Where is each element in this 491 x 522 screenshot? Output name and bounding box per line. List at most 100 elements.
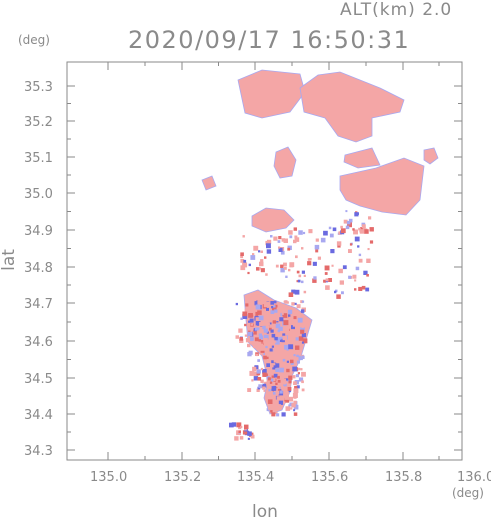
echo-cell (258, 339, 261, 342)
echo-cell (271, 375, 275, 379)
lat-unit-label: (deg) (18, 33, 50, 47)
echo-cell (283, 238, 288, 243)
echo-cell (256, 388, 260, 392)
echo-cell (315, 238, 319, 242)
echo-cell (263, 328, 268, 333)
echo-cell (340, 228, 346, 234)
echo-cell (281, 308, 284, 312)
echo-cell (290, 366, 295, 371)
echo-cell (286, 301, 289, 304)
echo-cell (253, 376, 259, 381)
echo-cell (293, 400, 297, 405)
echo-cell (294, 235, 298, 239)
echo-cell (300, 327, 305, 332)
echo-cell (251, 379, 254, 382)
echo-cell (266, 379, 271, 384)
echo-cell (286, 381, 291, 386)
echo-region (273, 146, 297, 179)
echo-cell (255, 304, 261, 310)
echo-cell (289, 402, 294, 407)
echo-cell (324, 272, 328, 275)
echo-cell (315, 249, 319, 253)
echo-cell (249, 337, 254, 342)
echo-cell (254, 371, 259, 377)
echo-cell (339, 280, 344, 285)
echo-cell (359, 229, 365, 234)
echo-cell (292, 321, 298, 327)
echo-cell (273, 365, 277, 369)
echo-cell (247, 343, 251, 348)
echo-cell (247, 431, 252, 436)
echo-cell (271, 381, 276, 387)
echo-cell (336, 294, 341, 299)
echo-cell (284, 395, 289, 399)
echo-cell (269, 320, 273, 324)
echo-cell (278, 351, 281, 354)
echo-cell (354, 288, 357, 291)
echo-cell (301, 355, 305, 359)
echo-cell (354, 279, 357, 282)
echo-region (423, 147, 439, 165)
echo-cell (296, 270, 300, 274)
echo-cell (259, 345, 265, 351)
lat-tick-label: 34.7 (24, 297, 53, 312)
echo-cell (340, 225, 343, 229)
echo-cell (269, 378, 274, 383)
lat-tick-label: 34.6 (24, 335, 53, 350)
echo-cell (287, 387, 292, 391)
echo-cell (354, 212, 359, 217)
echo-cell (262, 383, 267, 388)
echo-cell (358, 258, 363, 263)
echo-cell (271, 306, 277, 312)
echo-cell (293, 388, 299, 394)
echo-cell (282, 313, 288, 318)
echo-cell (254, 365, 259, 369)
echo-cell (252, 319, 257, 324)
echo-cell (248, 320, 251, 323)
echo-cell (269, 327, 272, 331)
echo-cell (253, 331, 257, 335)
echo-cell (269, 348, 273, 352)
echo-cell (367, 248, 370, 251)
echo-region (201, 175, 217, 191)
echo-cell (277, 379, 281, 383)
echo-cell (271, 412, 276, 417)
echo-cell (257, 377, 262, 381)
echo-cell (276, 320, 279, 323)
echo-cell (348, 275, 352, 279)
echo-cell (292, 355, 297, 359)
echo-cell (300, 346, 303, 349)
echo-cell (264, 256, 267, 259)
echo-cell (266, 383, 272, 389)
echo-cell (297, 372, 300, 375)
echo-cell (266, 309, 271, 314)
echo-cell (258, 384, 263, 389)
echo-cell (250, 323, 253, 326)
echo-cell (291, 403, 296, 408)
echo-cell (275, 390, 280, 395)
echo-cell (273, 236, 278, 241)
echo-cell (349, 243, 353, 246)
echo-cell (307, 258, 311, 261)
echo-cell (254, 337, 259, 342)
echo-cell (329, 233, 334, 238)
echo-cell (274, 309, 278, 313)
lat-tick-label: 35.3 (24, 80, 53, 95)
echo-cell (337, 244, 341, 248)
echo-cell (255, 321, 261, 326)
echo-cell (264, 381, 268, 386)
echo-cell (291, 302, 295, 306)
echo-cell (280, 268, 285, 273)
echo-cell (266, 243, 271, 249)
lat-tick-label: 35.2 (24, 115, 53, 130)
echo-cell (284, 383, 288, 387)
echo-cell (300, 300, 304, 304)
echo-cell (297, 317, 303, 323)
echo-cell (288, 268, 291, 272)
echo-cell (283, 384, 286, 387)
echo-cell (258, 347, 262, 351)
plot-frame (66, 61, 463, 461)
echo-cell (275, 382, 278, 385)
lon-tick-label: 135.8 (385, 470, 422, 485)
echo-cell (258, 315, 264, 321)
